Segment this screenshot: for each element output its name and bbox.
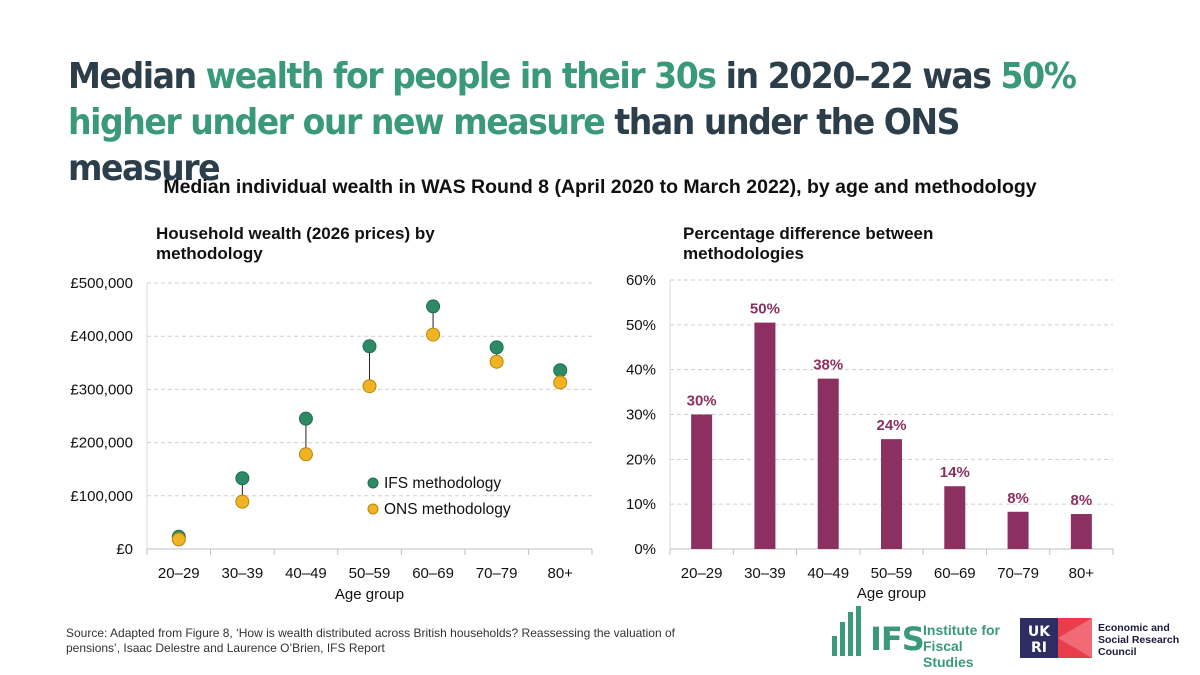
right-y-tick-label: 20% [626, 451, 656, 468]
ifs-mark: IFS [870, 620, 925, 658]
headline-part-5: than under the ONS measure [68, 102, 961, 189]
right-y-tick-label: 0% [634, 541, 656, 558]
headline-part-3: in 2020–22 was [715, 56, 1001, 97]
legend-ifs-label: IFS methodology [384, 475, 501, 492]
headline: Median wealth for people in their 30s in… [68, 54, 1080, 192]
ifs-data-point [489, 340, 504, 355]
ifs-name: Institute for Fiscal Studies [923, 622, 1000, 670]
left-y-tick-label: £300,000 [70, 381, 133, 398]
headline-highlight-2: 50% higher under our new measure [68, 56, 1077, 143]
left-x-tick-label: 40–49 [285, 565, 327, 582]
left-y-tick-label: £400,000 [70, 328, 133, 345]
right-y-tick-label: 10% [626, 496, 656, 513]
ifs-data-point [553, 363, 568, 378]
left-y-tick-label: £0 [116, 541, 133, 558]
legend-ons-label: ONS methodology [384, 501, 511, 518]
right-x-tick-label: 40–49 [807, 565, 849, 582]
left-x-tick-label: 80+ [547, 565, 573, 582]
bar-data-label: 8% [1007, 490, 1029, 507]
ons-data-point [426, 327, 441, 342]
svg-text:RI: RI [1031, 640, 1047, 656]
percentage-bar [944, 486, 966, 549]
right-x-tick-label: 20–29 [681, 565, 723, 582]
right-chart-title: Percentage difference between methodolog… [683, 224, 934, 263]
ukri-logo-icon: UK RI [1020, 618, 1092, 658]
ifs-data-point [426, 299, 441, 314]
bar-data-label: 30% [687, 393, 717, 410]
ifs-data-point [362, 339, 377, 354]
right-y-tick-label: 40% [626, 362, 656, 379]
ons-data-point [553, 375, 568, 390]
legend-ifs-marker [367, 477, 379, 489]
bar-data-label: 38% [813, 357, 843, 374]
right-x-tick-label: 60–69 [934, 565, 976, 582]
right-y-tick-label: 60% [626, 272, 656, 289]
bar-data-label: 8% [1071, 492, 1093, 509]
ons-data-point [298, 447, 313, 462]
ons-data-point [362, 379, 377, 394]
left-x-tick-label: 50–59 [349, 565, 391, 582]
percentage-bar [754, 322, 776, 549]
left-x-tick-label: 30–39 [221, 565, 263, 582]
chart-subtitle: Median individual wealth in WAS Round 8 … [163, 176, 1037, 198]
left-x-tick-label: 60–69 [412, 565, 454, 582]
percentage-bar [1070, 514, 1092, 549]
right-x-tick-label: 70–79 [997, 565, 1039, 582]
bar-data-label: 50% [750, 301, 780, 318]
left-x-tick-label: 70–79 [476, 565, 518, 582]
left-x-tick-label: 20–29 [158, 565, 200, 582]
bar-data-label: 14% [940, 464, 970, 481]
left-chart-title: Household wealth (2026 prices) by method… [156, 224, 435, 263]
svg-text:UK: UK [1028, 624, 1051, 640]
ons-data-point [235, 494, 250, 509]
headline-part-1: Median [68, 56, 206, 97]
headline-highlight-1: wealth for people in their 30s [205, 56, 717, 97]
right-y-tick-label: 30% [626, 407, 656, 424]
right-x-tick-label: 30–39 [744, 565, 786, 582]
left-y-tick-label: £200,000 [70, 435, 133, 452]
ons-data-point [489, 354, 504, 369]
percentage-difference-bar-chart: 0% 10% 20% 30% 40% 50% 60% 30% 50% 38% 24% 14% 8% 8% 2… [626, 272, 1114, 602]
right-x-tick-label: 50–59 [871, 565, 913, 582]
right-x-axis-title: Age group [857, 585, 926, 602]
legend-ons-marker [367, 503, 379, 515]
percentage-bar [691, 414, 713, 549]
bar-data-label: 24% [876, 417, 906, 434]
esrc-name: Economic and Social Research Council [1098, 622, 1180, 658]
left-y-tick-label: £100,000 [70, 488, 133, 505]
percentage-bar [817, 378, 839, 549]
ifs-bars-icon [832, 606, 872, 660]
source-note: Source: Adapted from Figure 8, ‘How is w… [66, 626, 675, 655]
percentage-bar [881, 439, 902, 549]
wealth-dot-plot: £0 £100,000 £200,000 £300,000 £400,000 £500,0… [70, 275, 593, 603]
right-y-tick-label: 50% [626, 317, 656, 334]
right-x-tick-label: 80+ [1069, 565, 1095, 582]
ifs-data-point [235, 471, 250, 486]
ifs-logo: IFS Institute for Fiscal Studies [832, 606, 1002, 670]
left-x-axis-title: Age group [335, 586, 404, 603]
ons-data-point [171, 532, 186, 547]
percentage-bar [1007, 511, 1029, 549]
left-y-tick-label: £500,000 [70, 275, 133, 292]
ifs-data-point [298, 411, 313, 426]
